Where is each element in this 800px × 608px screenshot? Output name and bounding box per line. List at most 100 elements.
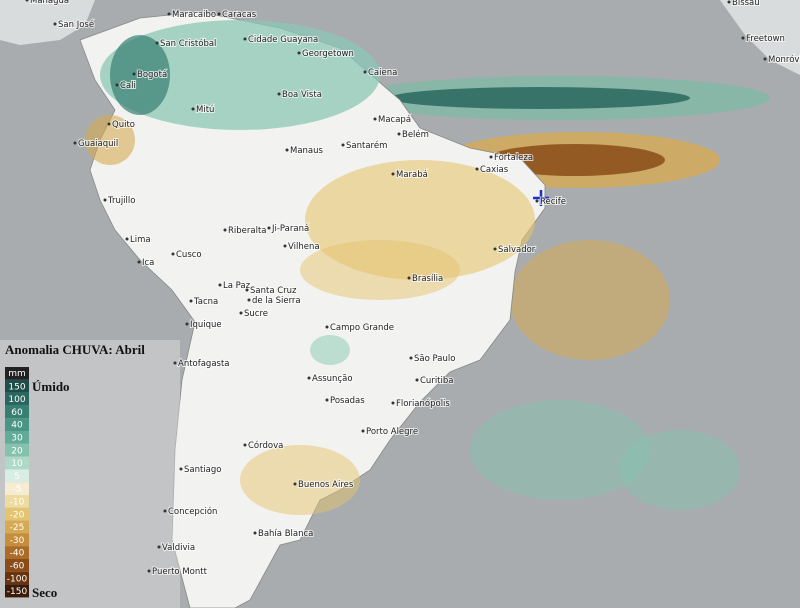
city-label: Macapá: [378, 115, 411, 125]
city-dot: [391, 401, 395, 405]
legend-label: -30: [10, 536, 25, 546]
city-label: Posadas: [330, 396, 365, 406]
city-dot: [107, 122, 111, 126]
legend-swatch: [5, 469, 29, 483]
city-label: Tacna: [193, 297, 218, 307]
marker: [533, 190, 549, 206]
city-dot: [373, 117, 377, 121]
anomaly: [110, 35, 170, 115]
city-label: Marabá: [396, 170, 428, 180]
city-dot: [245, 288, 249, 292]
city-dot: [239, 311, 243, 315]
city-dot: [283, 244, 287, 248]
city-label: Porto Alegre: [366, 427, 418, 437]
city-label: Valdivia: [162, 543, 195, 553]
city-label: Mitú: [196, 105, 214, 115]
legend-label: -60: [10, 562, 25, 572]
city-label: Bissau: [732, 0, 760, 8]
city-label: Recife: [540, 197, 566, 207]
city-label: Quito: [112, 120, 135, 130]
city-dot: [293, 482, 297, 486]
anomaly: [300, 240, 460, 300]
city-label: Ica: [142, 258, 154, 268]
city-dot: [415, 378, 419, 382]
city-label: Caxias: [480, 165, 509, 175]
anomaly: [85, 115, 135, 165]
city-label: Buenos Aires: [298, 480, 354, 490]
central-america: [0, 0, 95, 45]
city-dot: [277, 92, 281, 96]
city-dot: [741, 36, 745, 40]
legend-label: 40: [11, 421, 23, 431]
legend-swatch: [5, 418, 29, 431]
city-dot: [115, 83, 119, 87]
city-label: Santa Cruz: [250, 286, 297, 296]
city-dot: [325, 398, 329, 402]
city-dot: [307, 376, 311, 380]
city-label: de la Sierra: [252, 296, 301, 306]
city-label: Maracaibo: [172, 10, 216, 20]
city-dot: [391, 172, 395, 176]
city-label: Vilhena: [288, 242, 320, 252]
legend-swatch: [5, 559, 29, 572]
city-label: Guaiaquil: [78, 139, 118, 149]
city-label: Fortaleza: [494, 153, 533, 163]
city-label: Florianópolis: [396, 398, 450, 409]
city-dot: [475, 167, 479, 171]
city-dot: [147, 569, 151, 573]
city-dot: [171, 252, 175, 256]
city-dot: [163, 509, 167, 513]
legend-label: -5: [13, 485, 22, 495]
city-dot: [535, 199, 539, 203]
city-label: Caiena: [368, 68, 397, 78]
city-labels: Managua San José Maracaibo Caracas Cidade Gu…: [25, 0, 800, 578]
city-dot: [407, 276, 411, 280]
city-label: San Cristóbal: [160, 38, 216, 49]
city-dot: [137, 260, 141, 264]
city-label: Antofagasta: [178, 359, 230, 369]
city-label: Riberalta: [228, 226, 267, 236]
city-label: Georgetown: [302, 49, 354, 59]
anomaly: [470, 400, 650, 500]
city-label: Curitiba: [420, 376, 453, 386]
legend-label: 10: [11, 459, 23, 469]
legend-swatch: [5, 405, 29, 419]
legend-swatch: [5, 533, 29, 547]
city-dot: [267, 226, 271, 230]
city-label: Bogotá: [137, 70, 167, 80]
city-dot: [157, 545, 161, 549]
legend-swatch: [5, 546, 29, 559]
legend-label: 30: [11, 434, 23, 444]
city-label: Managua: [30, 0, 69, 6]
legend-label: -150: [7, 587, 28, 597]
legend-label: -20: [10, 510, 25, 520]
legend-unit: mm: [8, 369, 26, 379]
legend-label: 5: [14, 472, 20, 482]
city-dot: [217, 12, 221, 16]
legend-label: 60: [11, 408, 23, 418]
city-label: La Paz: [223, 281, 251, 291]
city-label: Campo Grande: [330, 323, 394, 333]
city-dot: [493, 247, 497, 251]
anomaly: [510, 240, 670, 360]
city-dot: [155, 41, 159, 45]
city-dot: [363, 70, 367, 74]
city-dot: [285, 148, 289, 152]
anomaly: [620, 430, 740, 510]
city-dot: [243, 443, 247, 447]
legend-swatch: [5, 443, 29, 457]
legend-swatch: [5, 495, 29, 508]
city-dot: [125, 237, 129, 241]
anomaly: [100, 20, 380, 130]
city-dot: [253, 531, 257, 535]
city-label: Ji-Paraná: [271, 224, 309, 234]
city-label: San José: [58, 19, 94, 30]
legend-swatch: [5, 392, 29, 406]
legend-title: Anomalia CHUVA: Abril: [5, 342, 145, 357]
legend-swatch: [5, 456, 29, 470]
city-dot: [185, 322, 189, 326]
city-dot: [189, 299, 193, 303]
city-dot: [247, 298, 251, 302]
legend-wet: Úmido: [32, 379, 70, 394]
